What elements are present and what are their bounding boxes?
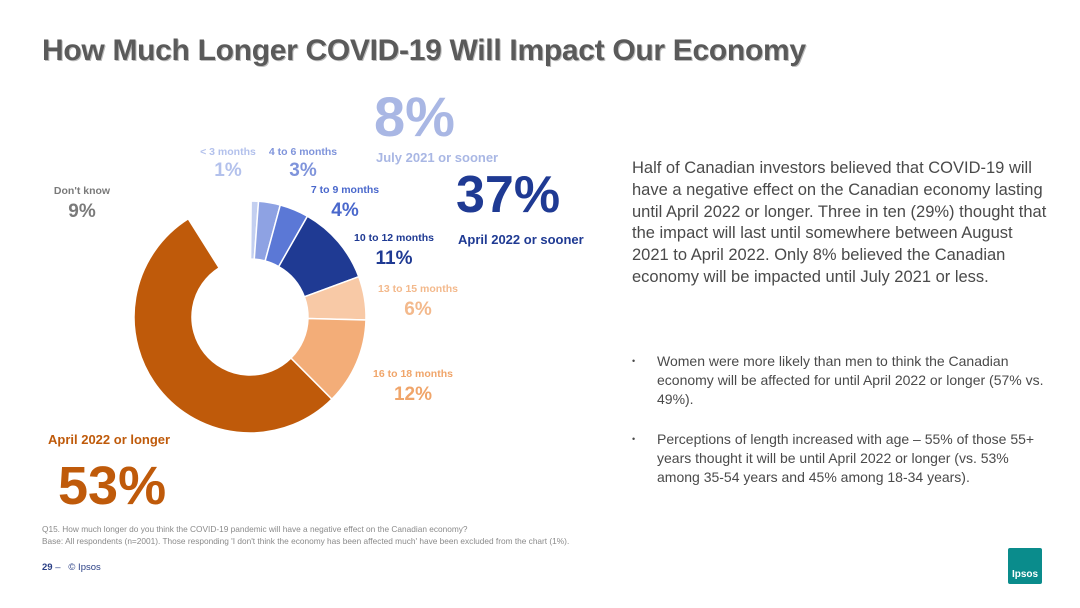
april-or-sooner-percent: 37%: [456, 166, 561, 224]
value-label: 9%: [68, 201, 96, 222]
bullet-text: Women were more likely than men to think…: [657, 353, 1044, 407]
page-separator: –: [52, 562, 64, 573]
value-label: 4%: [331, 200, 359, 221]
footnote-question: Q15. How much longer do you think the CO…: [42, 524, 468, 534]
july-or-sooner-percent: 8%: [374, 85, 455, 148]
category-label: < 3 months: [200, 146, 256, 158]
value-label: 12%: [393, 384, 433, 405]
summary-paragraph: Half of Canadian investors believed that…: [632, 159, 1047, 286]
category-label: 16 to 18 months: [373, 368, 453, 380]
footnote-base: Base: All respondents (n=2001). Those re…: [42, 536, 570, 546]
page-title: How Much Longer COVID-19 Will Impact Our…: [42, 34, 806, 67]
copyright: © Ipsos: [68, 562, 101, 573]
value-label: 3%: [289, 160, 317, 181]
bullet-item: • Perceptions of length increased with a…: [632, 430, 1052, 487]
ipsos-logo: Ipsos: [1008, 548, 1042, 584]
value-label: 6%: [404, 299, 432, 320]
page-footer: 29 – © Ipsos: [42, 562, 101, 573]
bullet-marker: •: [632, 434, 636, 444]
value-label: 1%: [214, 160, 242, 181]
april-or-longer-label: April 2022 or longer: [48, 432, 171, 447]
donut-slice-6: [133, 217, 333, 434]
value-label: 11%: [375, 248, 413, 269]
category-label: 4 to 6 months: [268, 146, 338, 158]
bullet-item: • Women were more likely than men to thi…: [632, 352, 1052, 409]
category-label: Don't know: [53, 185, 111, 197]
april-or-sooner-label: April 2022 or sooner: [458, 232, 584, 247]
bullet-marker: •: [632, 356, 636, 366]
bullet-text: Perceptions of length increased with age…: [657, 431, 1035, 485]
category-label: 7 to 9 months: [310, 184, 380, 196]
category-label: 10 to 12 months: [354, 232, 434, 244]
page-number: 29: [42, 562, 53, 573]
category-label: 13 to 15 months: [378, 283, 458, 295]
logo-text: Ipsos: [1011, 569, 1039, 580]
july-or-sooner-label: July 2021 or sooner: [376, 150, 499, 165]
april-or-longer-percent: 53%: [58, 456, 167, 516]
